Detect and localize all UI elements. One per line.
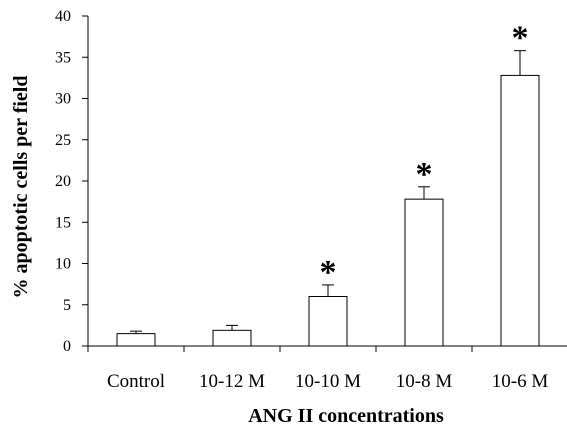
x-tick-label: 10-10 M bbox=[295, 371, 361, 392]
y-tick-label: 35 bbox=[55, 49, 71, 66]
y-tick-label: 5 bbox=[63, 297, 71, 314]
y-tick-label: 15 bbox=[55, 214, 71, 231]
significance-marker: * bbox=[416, 156, 433, 193]
x-axis-title: ANG II concentrations bbox=[248, 405, 444, 427]
bar bbox=[116, 333, 156, 347]
bar bbox=[404, 198, 444, 347]
bars: * * * bbox=[116, 20, 540, 347]
y-tick-label: 25 bbox=[55, 132, 71, 149]
x-tick-label: 10-8 M bbox=[396, 371, 453, 392]
bar bbox=[308, 296, 348, 347]
x-tick-label: 10-6 M bbox=[492, 371, 549, 392]
x-tick-label: Control bbox=[107, 371, 165, 392]
y-axis-title: % apoptotic cells per field bbox=[10, 76, 32, 299]
bar bbox=[212, 329, 252, 347]
x-axis: Control 10-12 M 10-10 M 10-8 M 10-6 M bbox=[87, 345, 567, 392]
y-tick-label: 30 bbox=[55, 91, 71, 108]
y-tick-label: 10 bbox=[55, 256, 71, 273]
y-tick-label: 0 bbox=[63, 338, 71, 355]
y-axis: 0 5 10 15 20 25 30 35 40 bbox=[55, 8, 89, 355]
significance-marker: * bbox=[512, 20, 529, 57]
significance-marker: * bbox=[320, 254, 337, 291]
y-tick-label: 40 bbox=[55, 8, 71, 25]
y-tick-label: 20 bbox=[55, 173, 71, 190]
x-tick-label: 10-12 M bbox=[199, 371, 265, 392]
bar bbox=[500, 74, 540, 347]
